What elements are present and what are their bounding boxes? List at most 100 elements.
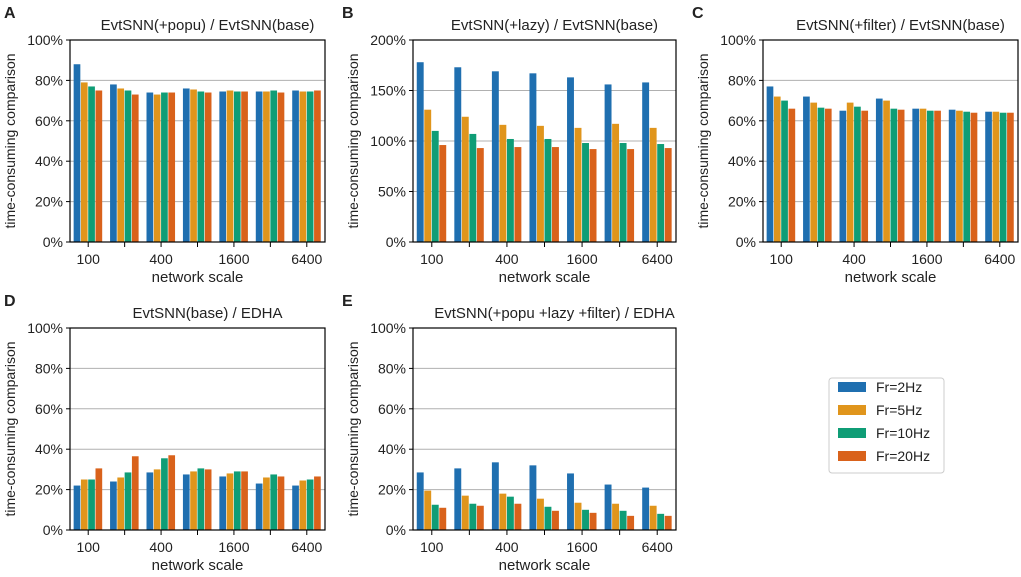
bar-e: [649, 505, 657, 530]
bar-b: [514, 147, 522, 242]
panel-a: 0% 20% 40% 60% 80% 100% 100 400 1600 6400 EvtSNN(+…: [2, 5, 326, 286]
bar-c: [890, 108, 898, 243]
xtick-label-c: 100: [770, 251, 794, 267]
bar-a: [204, 92, 212, 243]
ytick-label-a: 60%: [35, 113, 63, 129]
bar-b: [574, 127, 582, 242]
bar-a: [255, 91, 263, 242]
ytick-label-e: 60%: [378, 401, 406, 417]
xtick-label-d: 1600: [218, 539, 249, 555]
bar-b: [536, 125, 544, 242]
bar-c: [985, 111, 992, 243]
bar-e: [582, 509, 589, 530]
ytick-label-d: 40%: [35, 441, 63, 457]
ytick-label-a: 0%: [43, 234, 63, 250]
xtick-label-a: 400: [149, 251, 173, 267]
yaxis-label-d: time-consuming comparison: [2, 341, 18, 516]
bar-b: [491, 71, 499, 242]
panel-c: 0% 20% 40% 60% 80% 100% 100 400 1600 6400 EvtSNN(+…: [692, 5, 1019, 286]
bar-e: [567, 473, 574, 530]
bar-a: [226, 90, 234, 242]
ytick-label-e: 40%: [378, 441, 406, 457]
bar-a: [131, 94, 139, 242]
ytick-label-b: 50%: [378, 184, 406, 200]
bar-d: [161, 458, 168, 530]
bar-b: [582, 143, 589, 242]
bar-d: [292, 485, 299, 530]
yaxis-label-e: time-consuming comparison: [345, 341, 361, 516]
bar-c: [883, 100, 890, 242]
ytick-label-c: 80%: [728, 72, 756, 88]
xaxis-label-c: network scale: [845, 269, 937, 286]
xtick-label-c: 6400: [984, 251, 1015, 267]
bar-a: [277, 92, 285, 243]
bar-c: [897, 109, 905, 242]
bar-e: [469, 503, 477, 530]
bar-a: [233, 91, 241, 242]
bar-e: [604, 484, 612, 530]
ytick-label-c: 0%: [736, 234, 756, 250]
bar-b: [416, 62, 424, 242]
legend-label-5hz: Fr=5Hz: [876, 402, 922, 418]
bar-e: [589, 512, 597, 530]
bar-a: [117, 88, 125, 242]
bar-c: [854, 106, 861, 242]
ytick-label-c: 100%: [720, 32, 756, 48]
bar-b: [612, 123, 620, 242]
panel-title-e: EvtSNN(+popu +lazy +filter) / EDHA: [434, 305, 675, 322]
bar-b: [567, 77, 574, 243]
bar-e: [627, 515, 635, 530]
bar-e: [657, 513, 665, 530]
panel-title-c: EvtSNN(+filter) / EvtSNN(base): [796, 17, 1005, 34]
bar-a: [88, 86, 95, 243]
bar-e: [461, 495, 469, 530]
bar-a: [110, 84, 117, 242]
bar-b: [469, 133, 477, 242]
xtick-label-b: 6400: [642, 251, 673, 267]
panel-title-b: EvtSNN(+lazy) / EvtSNN(base): [451, 17, 658, 34]
panel-e: 0% 20% 40% 60% 80% 100% 100 400 1600 6400 EvtSNN(+…: [342, 293, 677, 574]
bar-d: [204, 469, 212, 530]
bar-d: [131, 456, 139, 530]
xtick-label-e: 400: [495, 539, 519, 555]
bar-a: [95, 90, 103, 242]
bar-a: [197, 91, 205, 242]
bar-a: [219, 91, 227, 242]
bar-c: [839, 110, 847, 242]
bar-d: [299, 480, 307, 530]
bar-d: [233, 471, 241, 530]
bar-d: [306, 479, 314, 530]
bar-d: [226, 473, 234, 530]
bar-a: [241, 91, 248, 242]
bar-e: [544, 506, 552, 530]
bar-c: [912, 108, 920, 243]
bar-d: [255, 483, 263, 530]
bar-e: [536, 498, 544, 530]
bar-e: [416, 472, 424, 530]
bar-d: [124, 472, 132, 530]
legend-label-2hz: Fr=2Hz: [876, 379, 922, 395]
bar-a: [299, 91, 307, 242]
axes-frame-b: [412, 39, 677, 243]
bar-a: [73, 64, 81, 243]
bar-c: [773, 96, 781, 242]
bar-d: [73, 485, 81, 530]
bar-b: [619, 143, 627, 242]
ytick-label-b: 150%: [370, 83, 406, 99]
ytick-label-e: 20%: [378, 482, 406, 498]
xtick-label-b: 400: [495, 251, 519, 267]
bar-c: [766, 86, 774, 243]
xtick-label-c: 400: [842, 251, 866, 267]
bar-d: [117, 477, 125, 530]
ytick-label-b: 200%: [370, 32, 406, 48]
ytick-label-d: 100%: [27, 320, 63, 336]
bar-b: [552, 147, 559, 242]
bar-e: [574, 502, 582, 530]
xaxis-label-e: network scale: [499, 557, 591, 574]
xtick-label-a: 6400: [291, 251, 322, 267]
bar-e: [431, 504, 439, 530]
legend: Fr=2Hz Fr=5Hz Fr=10Hz Fr=20Hz: [828, 377, 945, 474]
xtick-label-d: 400: [149, 539, 173, 555]
axes-frame-d: [69, 327, 326, 531]
ytick-label-e: 0%: [386, 522, 406, 538]
